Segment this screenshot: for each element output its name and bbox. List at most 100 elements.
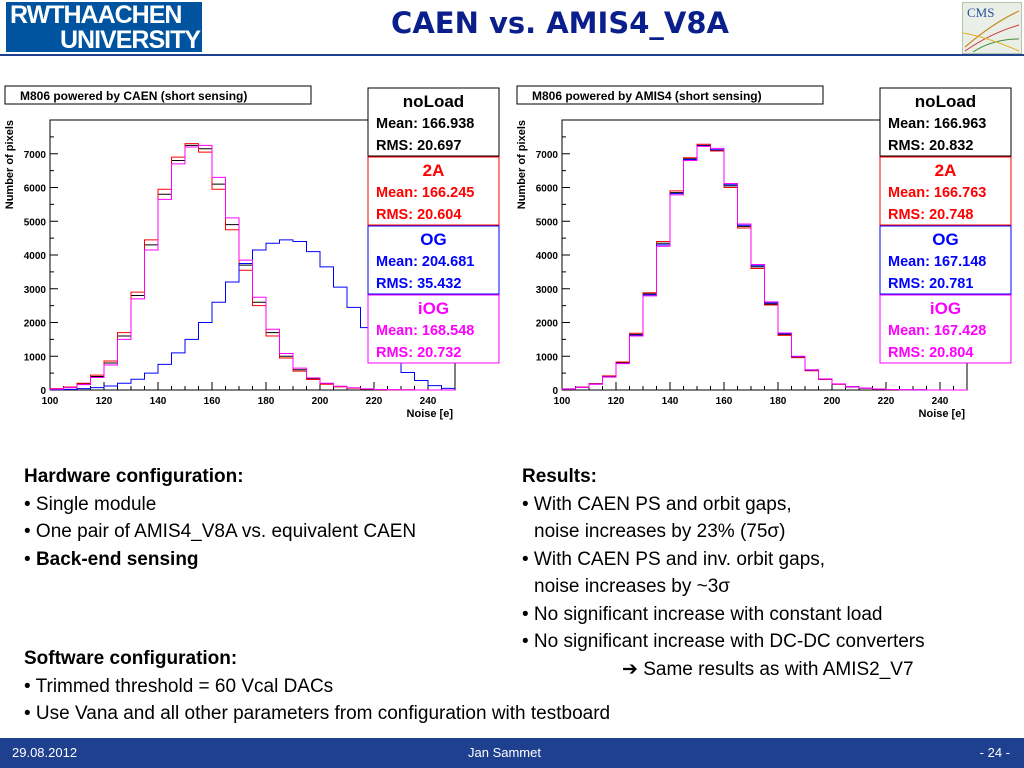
chart-title-box	[516, 85, 824, 105]
slide-title: CAEN vs. AMIS4_V8A	[391, 6, 729, 40]
y-tick-label: 5000	[536, 217, 559, 228]
x-tick-label: 120	[96, 396, 113, 407]
stats-rms-iOG: RMS: 20.732	[376, 345, 461, 361]
stats-rms-iOG: RMS: 20.804	[888, 345, 973, 361]
chart-title-box	[4, 85, 312, 105]
x-tick-label: 220	[878, 396, 895, 407]
cms-logo: CMS	[962, 2, 1022, 54]
slide-footer: 29.08.2012 Jan Sammet - 24 -	[0, 738, 1024, 768]
stats-rms-2A: RMS: 20.604	[376, 207, 461, 223]
stats-name-2A: 2A	[423, 161, 445, 180]
x-tick-label: 160	[204, 396, 221, 407]
stats-mean-noLoad: Mean: 166.938	[376, 116, 474, 132]
y-tick-label: 6000	[536, 184, 559, 195]
stats-name-noLoad: noLoad	[403, 92, 464, 111]
hardware-item-1: • Single module	[24, 493, 157, 515]
chart-caen: M806 powered by CAEN (short sensing)0100…	[4, 85, 500, 420]
y-tick-label: 0	[40, 386, 46, 397]
x-tick-label: 140	[662, 396, 679, 407]
stats-rms-noLoad: RMS: 20.832	[888, 138, 973, 154]
stats-mean-OG: Mean: 204.681	[376, 254, 474, 270]
chart-title: M806 powered by CAEN (short sensing)	[20, 89, 247, 103]
stats-name-OG: OG	[420, 230, 446, 249]
software-item-2: • Use Vana and all other parameters from…	[24, 703, 611, 724]
result-item-2: • With CAEN PS and inv. orbit gaps,	[522, 548, 826, 570]
hardware-item-3: • Back-end sensing	[24, 546, 416, 574]
x-axis-label: Noise [e]	[407, 408, 454, 420]
y-tick-label: 7000	[536, 150, 559, 161]
y-tick-label: 4000	[536, 251, 559, 262]
software-config-heading: Software configuration:	[24, 648, 238, 669]
x-tick-label: 180	[770, 396, 787, 407]
bullet: •	[24, 548, 36, 570]
stats-box-iOG	[879, 294, 1012, 364]
software-config: Software configuration: • Trimmed thresh…	[24, 645, 610, 728]
stats-box-iOG	[367, 294, 500, 364]
hardware-config-heading: Hardware configuration:	[24, 466, 244, 487]
chart-amis4: M806 powered by AMIS4 (short sensing)010…	[516, 85, 1012, 420]
y-tick-label: 1000	[536, 352, 559, 363]
y-axis-label: Number of pixels	[4, 120, 16, 209]
stats-rms-2A: RMS: 20.748	[888, 207, 973, 223]
logo-line-2: UNIVERSITY	[60, 26, 201, 54]
stats-mean-iOG: Mean: 168.548	[376, 323, 474, 339]
results: Results: • With CAEN PS and orbit gaps, …	[522, 463, 925, 683]
x-tick-label: 240	[932, 396, 949, 407]
y-tick-label: 1000	[24, 352, 47, 363]
x-tick-label: 160	[716, 396, 733, 407]
stats-box-2A	[367, 156, 500, 226]
y-tick-label: 6000	[24, 184, 47, 195]
stats-name-iOG: iOG	[418, 299, 449, 318]
y-tick-label: 3000	[536, 285, 559, 296]
cms-logo-text: CMS	[967, 5, 995, 20]
stats-name-2A: 2A	[935, 161, 957, 180]
x-tick-label: 100	[42, 396, 59, 407]
x-tick-label: 220	[366, 396, 383, 407]
y-tick-label: 4000	[24, 251, 47, 262]
y-tick-label: 5000	[24, 217, 47, 228]
hardware-item-3-bold: Back-end sensing	[35, 548, 199, 570]
result-item-1: • With CAEN PS and orbit gaps,	[522, 493, 792, 515]
y-tick-label: 3000	[24, 285, 47, 296]
y-tick-label: 2000	[24, 319, 47, 330]
stats-mean-2A: Mean: 166.245	[376, 185, 474, 201]
results-heading: Results:	[522, 466, 597, 487]
header-rule	[0, 54, 1024, 56]
result-conclusion: ➔ Same results as with AMIS2_V7	[622, 658, 914, 680]
y-axis-label: Number of pixels	[516, 120, 528, 209]
result-item-2-cont: noise increases by ~3σ	[534, 576, 731, 597]
x-axis-label: Noise [e]	[919, 408, 966, 420]
stats-box-noLoad	[879, 87, 1012, 157]
slide-header: RWTHAACHEN UNIVERSITY CAEN vs. AMIS4_V8A…	[0, 0, 1024, 56]
x-tick-label: 180	[258, 396, 275, 407]
stats-rms-OG: RMS: 20.781	[888, 276, 973, 292]
stats-box-OG	[879, 225, 1012, 295]
stats-mean-OG: Mean: 167.148	[888, 254, 986, 270]
stats-name-noLoad: noLoad	[915, 92, 976, 111]
stats-box-2A	[879, 156, 1012, 226]
histogram-iOG	[561, 145, 967, 391]
rwth-logo: RWTHAACHEN UNIVERSITY	[6, 1, 202, 54]
result-item-1-cont: noise increases by 23% (75σ)	[534, 521, 786, 542]
footer-author: Jan Sammet	[468, 745, 541, 760]
result-item-4: • No significant increase with DC-DC con…	[522, 631, 925, 652]
stats-name-OG: OG	[932, 230, 958, 249]
x-tick-label: 240	[420, 396, 437, 407]
y-tick-label: 7000	[24, 150, 47, 161]
x-tick-label: 120	[608, 396, 625, 407]
stats-box-noLoad	[367, 87, 500, 157]
stats-box-OG	[367, 225, 500, 295]
stats-name-iOG: iOG	[930, 299, 961, 318]
histogram-iOG	[49, 144, 455, 391]
footer-page-number: - 24 -	[979, 745, 1010, 760]
stats-mean-2A: Mean: 166.763	[888, 185, 986, 201]
result-item-3: • No significant increase with constant …	[522, 603, 883, 625]
hardware-item-2: • One pair of AMIS4_V8A vs. equivalent C…	[24, 521, 417, 542]
stats-mean-iOG: Mean: 167.428	[888, 323, 986, 339]
hardware-config: Hardware configuration: • Single module …	[24, 463, 416, 573]
footer-date: 29.08.2012	[12, 745, 78, 760]
logo-line-1: RWTHAACHEN	[10, 1, 182, 29]
cms-logo-graphic	[963, 10, 1020, 53]
stats-rms-OG: RMS: 35.432	[376, 276, 461, 292]
x-tick-label: 140	[150, 396, 167, 407]
